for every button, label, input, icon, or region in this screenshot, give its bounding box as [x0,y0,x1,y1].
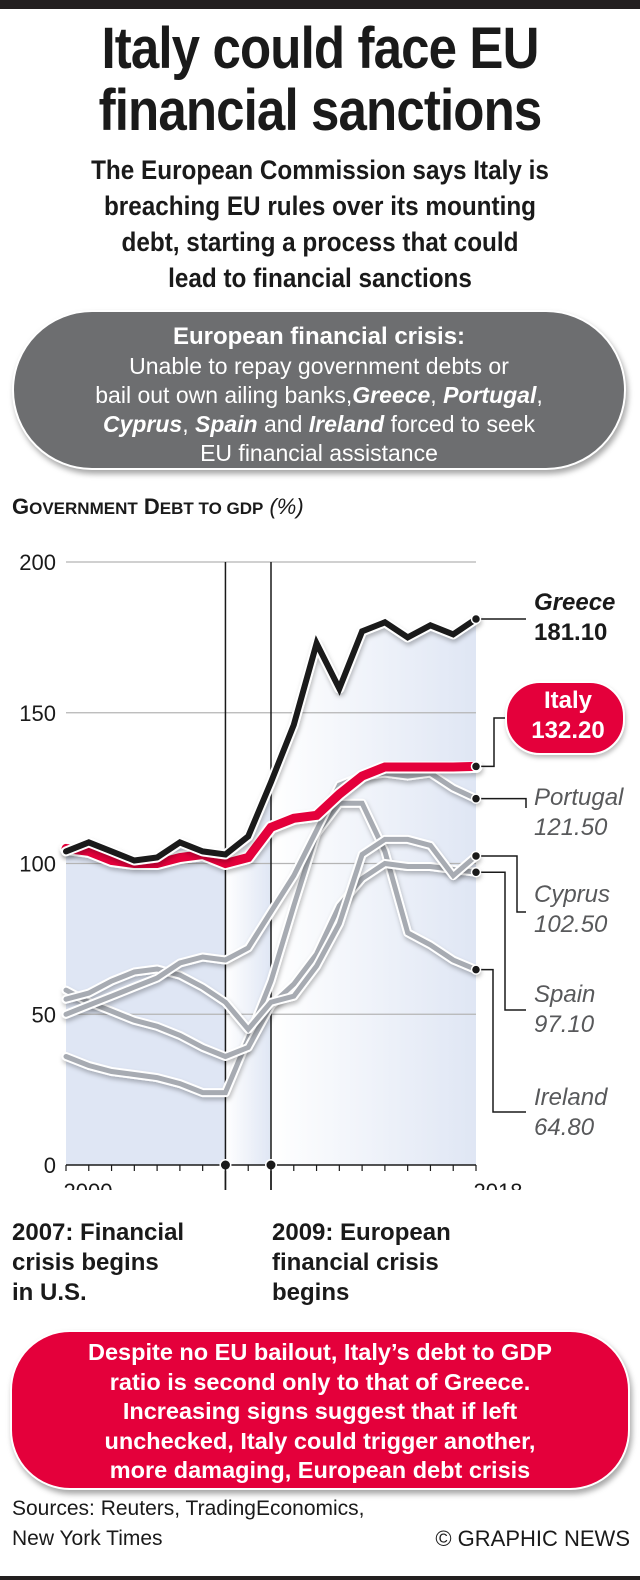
leader-italy [476,717,506,768]
text: bail out own ailing banks, [95,382,353,408]
text: , [536,382,543,408]
crisis-info-box: European financial crisis: Unable to rep… [12,310,626,470]
conclusion-line: more damaging, European debt crisis [109,1457,531,1483]
country-ireland: Ireland [308,411,385,437]
series-line-ireland [63,800,479,1096]
series-label-value: 132.20 [531,717,604,744]
sources: Sources: Reuters, TradingEconomics, New … [12,1494,365,1554]
text: forced to seek [384,411,536,437]
end-dot-portugal [470,793,482,804]
series-line-greece [63,616,479,864]
crisis-box-title: European financial crisis: [172,323,466,350]
subtitle-line: breaching EU rules over its mounting [103,191,537,221]
y-tick-label: 0 [44,1153,56,1178]
leader-spain [476,871,526,1011]
series-label-value: 97.10 [534,1011,595,1038]
annotation-line: begins [272,1279,350,1306]
subtitle-line: The European Commission says Italy is [91,155,549,185]
title-line-2: financial sanctions [98,78,543,143]
italy-label-pill [505,681,625,755]
conclusion-line: unchecked, Italy could trigger another, [104,1427,536,1454]
text: G [12,494,30,519]
crisis-box-line: Cyprus, Spain and Ireland forced to seek [14,410,624,439]
series-line-cyprus [63,836,479,1034]
crisis-box-line: EU financial assistance [200,440,438,466]
leader-2009 [270,1165,272,1190]
country-portugal: Portugal [443,382,537,408]
sources-line: New York Times [12,1527,163,1550]
subtitle-line: debt, starting a process that could [121,227,519,257]
series-label-value: 64.80 [534,1114,595,1141]
annotation-2009: 2009: European financial crisis begins [272,1218,451,1308]
series-label-name: Italy [544,687,593,714]
conclusion-box: Despite no EU bailout, Italy’s debt to G… [10,1330,630,1490]
top-bar [0,0,640,9]
end-dot-spain [470,866,482,878]
end-dot-ireland [470,964,482,975]
text: , [182,411,195,437]
y-tick-label: 150 [19,701,56,726]
series-label-value: 121.50 [534,814,608,841]
annotation-line: in U.S. [12,1279,87,1306]
end-dot-italy [470,761,482,772]
y-tick-label: 50 [32,1002,56,1027]
series-label-name: Cyprus [534,881,610,908]
leader-portugal [476,797,527,808]
annotation-2007: 2007: Financial crisis begins in U.S. [12,1218,184,1308]
conclusion-line: Increasing signs suggest that if left [122,1398,518,1424]
series-label-name: Ireland [534,1084,608,1111]
series-label-value: 181.10 [534,619,607,646]
leader-cyprus [476,855,526,913]
subtitle-line: lead to financial sanctions [168,263,472,293]
text: EBT TO GDP [159,499,264,518]
annotation-line: 2007: Financial [12,1219,185,1246]
crisis-box-line: Unable to repay government debts or [129,353,509,379]
annotation-line: 2009: European [272,1219,451,1246]
leader-2007 [224,1165,227,1190]
x-tick-label: 2000 [64,1179,113,1190]
leader-ireland [476,968,526,1113]
crisis-box-line: bail out own ailing banks,Greece, Portug… [14,381,624,410]
text: and [257,411,309,437]
text: OVERNMENT [29,499,138,518]
bottom-bar [0,1576,640,1580]
debt-line-chart: 0 50 100 150 200 2000 2018 Greece 181.10 Italy 1… [19,550,625,1190]
subtitle: The European Commission says Italy is br… [32,152,608,296]
country-spain: Spain [194,411,258,437]
sources-line: Sources: Reuters, TradingEconomics, [12,1497,365,1520]
chart-title: GOVERNMENT DEBT TO GDP (%) [12,494,304,520]
x-tick-label: 2018 [474,1179,523,1190]
series-line-portugal [63,770,479,1017]
text: (%) [269,494,304,519]
series-label-value: 102.50 [534,911,608,938]
page-title: Italy could face EU financial sanctions [38,18,601,142]
y-tick-label: 200 [19,550,56,575]
text: , [430,382,444,408]
country-cyprus: Cyprus [102,411,183,437]
title-line-1: Italy could face EU [101,16,539,81]
conclusion-line: ratio is second only to that of Greece. [109,1368,531,1395]
credit: © GRAPHIC NEWS [435,1526,630,1551]
country-greece: Greece [352,382,431,408]
end-dot-greece [470,613,482,625]
series-label-name: Portugal [534,784,624,811]
series-label-name: Greece [534,589,615,616]
y-tick-label: 100 [19,852,56,877]
conclusion-line: Despite no EU bailout, Italy’s debt to G… [88,1339,552,1365]
text: D [143,494,160,519]
end-dot-cyprus [470,850,482,862]
annotation-line: crisis begins [12,1249,159,1276]
annotation-line: financial crisis [272,1249,439,1276]
series-label-name: Spain [534,981,595,1008]
